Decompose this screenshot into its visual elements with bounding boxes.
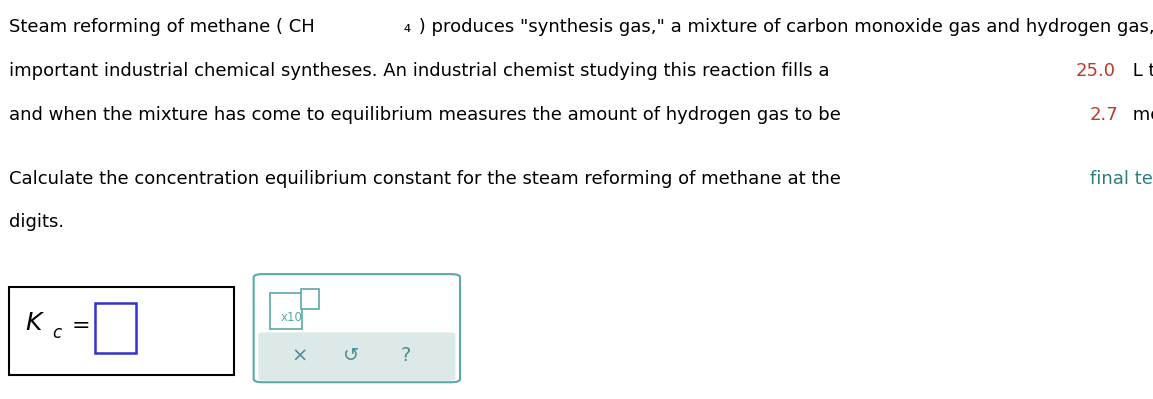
Text: ↺: ↺ <box>344 346 360 365</box>
Text: L tank with: L tank with <box>1126 62 1153 80</box>
Text: ₄: ₄ <box>404 18 410 36</box>
FancyBboxPatch shape <box>254 274 460 382</box>
Text: mol.: mol. <box>1128 106 1153 124</box>
Bar <box>9 287 234 375</box>
Text: $=$: $=$ <box>67 314 90 334</box>
Text: 2.7: 2.7 <box>1090 106 1118 124</box>
Text: ×: × <box>292 346 308 365</box>
Text: $\mathit{K}$: $\mathit{K}$ <box>25 311 45 335</box>
Text: final temperature: final temperature <box>1090 170 1153 188</box>
Bar <box>301 289 319 309</box>
Text: important industrial chemical syntheses. An industrial chemist studying this rea: important industrial chemical syntheses.… <box>9 62 836 80</box>
Text: and when the mixture has come to equilibrium measures the amount of hydrogen gas: and when the mixture has come to equilib… <box>9 106 846 124</box>
Text: x10: x10 <box>280 311 302 324</box>
Bar <box>270 293 302 329</box>
Text: $\mathit{c}$: $\mathit{c}$ <box>52 324 62 342</box>
Text: Steam reforming of methane ( CH: Steam reforming of methane ( CH <box>9 18 315 36</box>
Text: ?: ? <box>401 346 410 365</box>
Text: 25.0: 25.0 <box>1076 62 1115 80</box>
FancyBboxPatch shape <box>258 332 455 381</box>
Bar <box>95 303 136 353</box>
Text: Calculate the concentration equilibrium constant for the steam reforming of meth: Calculate the concentration equilibrium … <box>9 170 846 188</box>
Text: ) produces "synthesis gas," a mixture of carbon monoxide gas and hydrogen gas, w: ) produces "synthesis gas," a mixture of… <box>413 18 1153 36</box>
Text: digits.: digits. <box>9 213 65 231</box>
